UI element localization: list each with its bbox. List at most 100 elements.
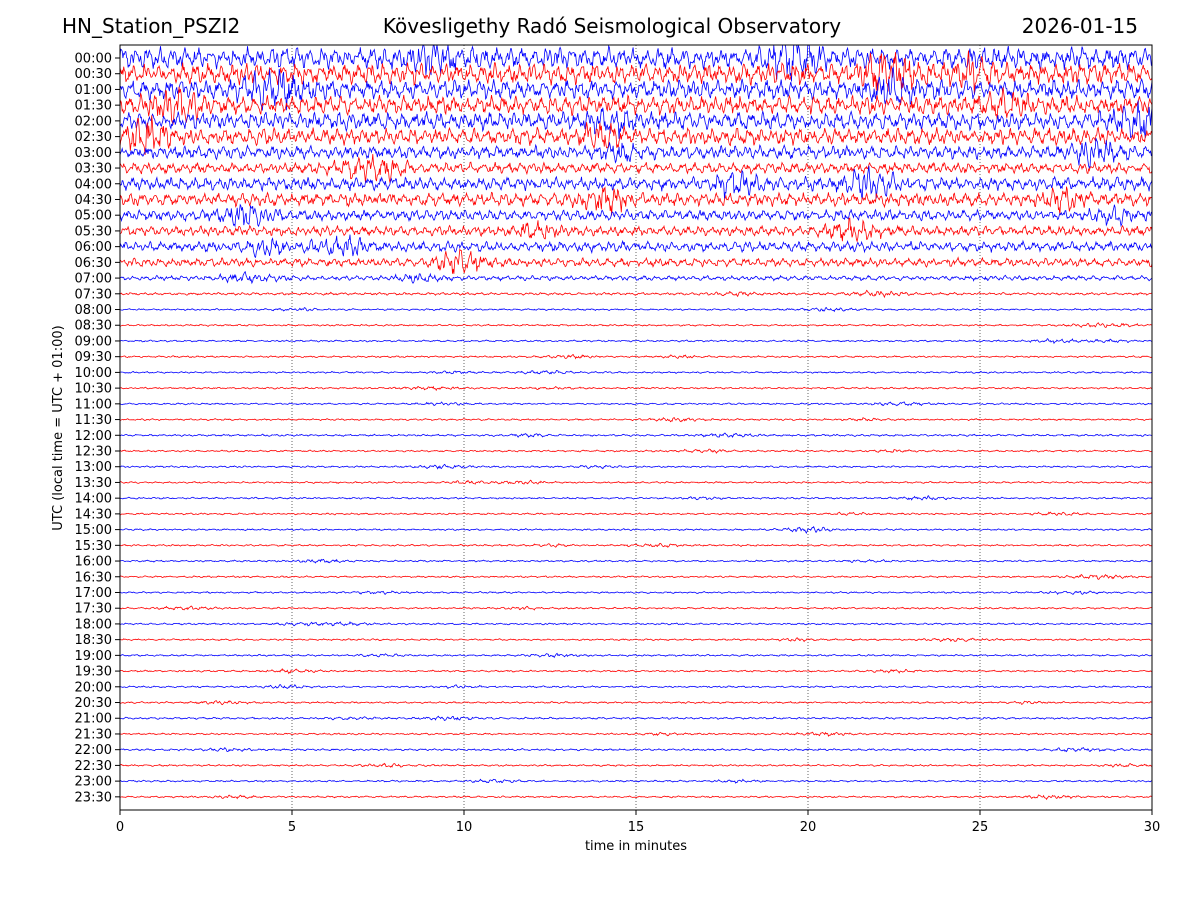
row-label: 19:30 bbox=[75, 665, 112, 680]
trace-0900 bbox=[119, 338, 1153, 345]
x-axis-ticks: 0 5 10 15 20 25 30 bbox=[116, 810, 1160, 835]
row-label: 04:30 bbox=[75, 193, 112, 208]
row-label: 00:00 bbox=[75, 52, 112, 67]
trace-2230 bbox=[119, 762, 1152, 768]
trace-1630 bbox=[119, 573, 1153, 580]
trace-1300 bbox=[120, 463, 1153, 470]
trace-0530 bbox=[119, 217, 1153, 243]
row-label: 22:00 bbox=[75, 743, 112, 758]
trace-0430 bbox=[119, 186, 1153, 216]
trace-0830 bbox=[119, 322, 1153, 328]
chart-date: 2026-01-15 bbox=[1021, 14, 1138, 38]
trace-0930 bbox=[119, 354, 1153, 360]
row-label: 21:30 bbox=[75, 727, 112, 742]
row-label: 12:30 bbox=[75, 445, 112, 460]
row-label: 01:00 bbox=[75, 83, 112, 98]
trace-0730 bbox=[119, 289, 1153, 299]
trace-1500 bbox=[119, 525, 1153, 535]
trace-1100 bbox=[119, 401, 1153, 407]
trace-0500 bbox=[119, 203, 1153, 228]
row-label: 06:30 bbox=[75, 256, 112, 271]
trace-0030 bbox=[119, 50, 1153, 94]
row-label: 23:30 bbox=[75, 790, 112, 805]
trace-1130 bbox=[119, 416, 1153, 423]
trace-2200 bbox=[119, 746, 1152, 753]
trace-0330 bbox=[119, 154, 1153, 184]
trace-2300 bbox=[119, 778, 1153, 784]
trace-1800 bbox=[120, 621, 1153, 627]
row-label: 12:00 bbox=[75, 429, 112, 444]
row-label: 20:00 bbox=[75, 680, 112, 695]
trace-1000 bbox=[119, 370, 1153, 375]
row-label: 06:00 bbox=[75, 240, 112, 255]
x-tick-label: 0 bbox=[116, 820, 124, 835]
trace-2330 bbox=[119, 794, 1152, 801]
row-label: 08:00 bbox=[75, 303, 112, 318]
observatory-title: Kövesligethy Radó Seismological Observat… bbox=[382, 14, 842, 38]
row-label: 19:00 bbox=[75, 649, 112, 664]
trace-0230 bbox=[119, 115, 1153, 156]
trace-group bbox=[119, 44, 1153, 801]
row-label: 05:00 bbox=[75, 209, 112, 224]
x-tick-label: 20 bbox=[800, 820, 817, 835]
x-tick-label: 30 bbox=[1144, 820, 1161, 835]
row-label: 16:30 bbox=[75, 570, 112, 585]
row-label: 02:00 bbox=[75, 114, 112, 129]
trace-1030 bbox=[120, 385, 1153, 392]
row-label: 22:30 bbox=[75, 759, 112, 774]
row-labels: 00:0000:3001:0001:3002:0002:3003:0003:30… bbox=[75, 52, 120, 805]
trace-1830 bbox=[119, 637, 1153, 643]
row-label: 13:00 bbox=[75, 460, 112, 475]
trace-1530 bbox=[120, 542, 1153, 548]
trace-1600 bbox=[119, 558, 1153, 564]
trace-2030 bbox=[119, 700, 1153, 706]
row-label: 20:30 bbox=[75, 696, 112, 711]
row-label: 16:00 bbox=[75, 555, 112, 570]
row-label: 00:30 bbox=[75, 67, 112, 82]
row-label: 02:30 bbox=[75, 130, 112, 145]
trace-1730 bbox=[119, 605, 1153, 611]
row-label: 01:30 bbox=[75, 99, 112, 114]
row-label: 14:00 bbox=[75, 492, 112, 507]
trace-1700 bbox=[119, 590, 1153, 595]
row-label: 11:00 bbox=[75, 397, 112, 412]
station-name: HN_Station_PSZI2 bbox=[62, 14, 241, 38]
trace-0130 bbox=[119, 86, 1153, 126]
trace-1900 bbox=[119, 652, 1152, 659]
x-tick-label: 10 bbox=[456, 820, 473, 835]
trace-2130 bbox=[119, 731, 1153, 737]
trace-1400 bbox=[119, 495, 1153, 501]
x-tick-label: 15 bbox=[628, 820, 645, 835]
row-label: 07:30 bbox=[75, 287, 112, 302]
row-label: 13:30 bbox=[75, 476, 112, 491]
row-label: 11:30 bbox=[75, 413, 112, 428]
row-label: 09:30 bbox=[75, 350, 112, 365]
row-label: 10:00 bbox=[75, 366, 112, 381]
trace-1330 bbox=[119, 479, 1153, 485]
trace-0200 bbox=[119, 100, 1153, 139]
trace-0700 bbox=[119, 271, 1153, 285]
row-label: 21:00 bbox=[75, 712, 112, 727]
x-tick-label: 5 bbox=[288, 820, 296, 835]
row-label: 23:00 bbox=[75, 775, 112, 790]
trace-0630 bbox=[119, 248, 1153, 274]
trace-1230 bbox=[119, 448, 1153, 454]
row-label: 15:30 bbox=[75, 539, 112, 554]
trace-2100 bbox=[120, 715, 1153, 721]
row-label: 03:00 bbox=[75, 146, 112, 161]
trace-0100 bbox=[119, 66, 1153, 111]
trace-0000 bbox=[119, 44, 1153, 82]
trace-0400 bbox=[119, 165, 1153, 200]
row-label: 17:00 bbox=[75, 586, 112, 601]
trace-2000 bbox=[119, 683, 1153, 689]
row-label: 03:30 bbox=[75, 162, 112, 177]
row-label: 04:00 bbox=[75, 177, 112, 192]
row-label: 05:30 bbox=[75, 224, 112, 239]
trace-0800 bbox=[119, 306, 1153, 313]
row-label: 17:30 bbox=[75, 602, 112, 617]
row-label: 09:00 bbox=[75, 334, 112, 349]
row-label: 18:00 bbox=[75, 617, 112, 632]
row-label: 18:30 bbox=[75, 633, 112, 648]
grid-lines bbox=[291, 45, 981, 810]
